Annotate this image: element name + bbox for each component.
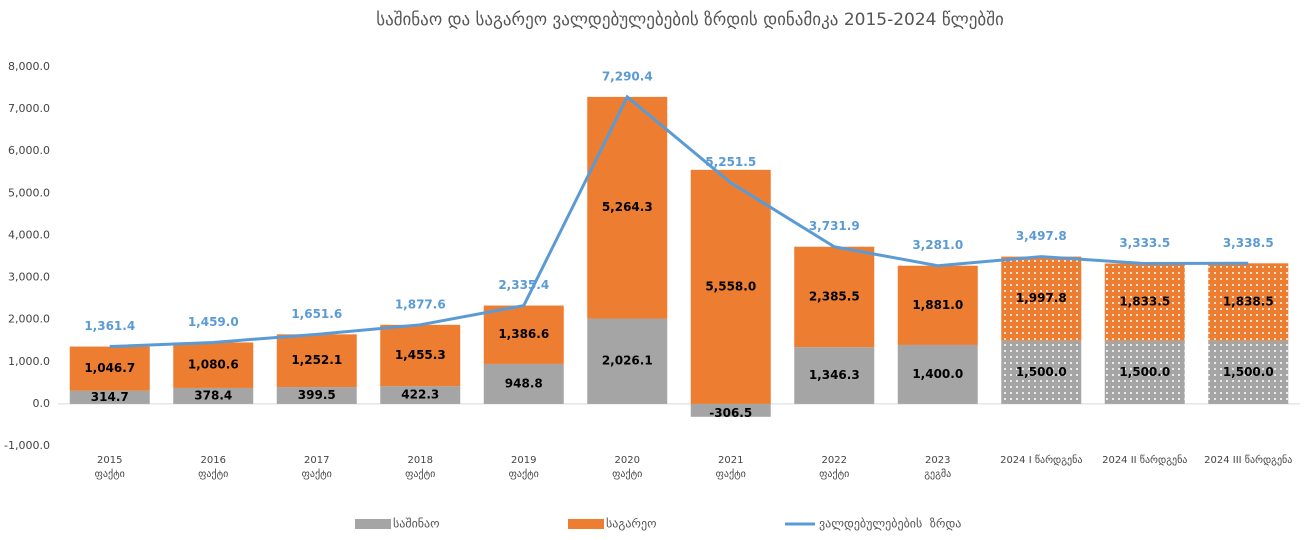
data-label: 399.5 xyxy=(298,388,336,402)
data-label: 3,497.8 xyxy=(1016,229,1067,243)
x-tick-label: ფაქტი xyxy=(819,468,849,480)
legend-swatch xyxy=(355,519,391,529)
bar xyxy=(897,265,978,345)
y-tick-label: 0.0 xyxy=(33,397,51,410)
data-label: 5,558.0 xyxy=(705,279,756,293)
data-label: 1,877.6 xyxy=(395,297,446,311)
legend-label: საშინაო xyxy=(393,517,440,531)
line xyxy=(109,94,1249,349)
data-label: 3,338.5 xyxy=(1223,236,1274,250)
chart-title: საშინაო და საგარეო ვალდებულებების ზრდის … xyxy=(376,10,1004,30)
data-label: 314.7 xyxy=(91,390,129,404)
data-label: 1,997.8 xyxy=(1016,291,1067,305)
x-tick-label: ფაქტი xyxy=(612,468,642,480)
bar xyxy=(794,347,875,404)
bar-pattern xyxy=(1208,340,1289,404)
legend-label: ვალდებულებების ზრდა xyxy=(819,517,961,531)
data-label: 1,455.3 xyxy=(395,348,446,362)
bar xyxy=(173,387,254,404)
x-tick-label: 2024 III წარდგენა xyxy=(1204,454,1292,466)
bar xyxy=(276,387,357,404)
y-tick-label: 8,000.0 xyxy=(8,60,50,73)
data-label: 1,833.5 xyxy=(1119,295,1170,309)
bar-pattern xyxy=(1104,263,1185,341)
data-label: 1,361.4 xyxy=(84,319,135,333)
legend-label: საგარეო xyxy=(606,517,657,531)
bar xyxy=(587,318,668,404)
bar-pattern xyxy=(1001,340,1082,404)
data-label: 5,251.5 xyxy=(705,155,756,169)
data-label: 1,500.0 xyxy=(1223,365,1274,379)
x-tick-label: 2017 xyxy=(304,455,329,466)
data-label: 5,264.3 xyxy=(602,200,653,214)
y-tick-label: 6,000.0 xyxy=(8,144,50,157)
bar xyxy=(483,305,564,364)
bar xyxy=(897,344,978,404)
data-label: 422.3 xyxy=(401,387,439,401)
y-tick-label: 4,000.0 xyxy=(8,228,50,241)
x-tick-label: 2021 xyxy=(718,455,743,466)
data-label: 3,731.9 xyxy=(809,219,860,233)
bar xyxy=(276,334,357,388)
bar xyxy=(587,96,668,319)
bar xyxy=(483,363,564,404)
bar xyxy=(690,403,771,417)
x-tick-label: გეგმა xyxy=(924,468,951,480)
data-label: 1,252.1 xyxy=(291,353,342,367)
data-label: 2,385.5 xyxy=(809,289,860,303)
x-tick-label: ფაქტი xyxy=(198,468,228,480)
data-label: 948.8 xyxy=(505,376,543,390)
y-tick-label: -1,000.0 xyxy=(4,439,50,452)
bar xyxy=(380,386,461,404)
x-tick-label: 2019 xyxy=(511,455,536,466)
x-tick-label: ფაქტი xyxy=(509,468,539,480)
data-label: 7,290.4 xyxy=(602,69,653,83)
x-tick-label: ფაქტი xyxy=(405,468,435,480)
legend-swatch xyxy=(568,519,604,529)
data-label: 1,838.5 xyxy=(1223,295,1274,309)
x-tick-label: 2020 xyxy=(615,455,640,466)
x-tick-label: 2018 xyxy=(408,455,433,466)
bar-pattern xyxy=(1104,340,1185,404)
data-label: 1,459.0 xyxy=(188,315,239,329)
x-tick-label: 2022 xyxy=(822,455,847,466)
bar xyxy=(69,390,150,404)
y-tick-label: 2,000.0 xyxy=(8,313,50,326)
bar-pattern xyxy=(1001,256,1082,341)
data-label: 3,333.5 xyxy=(1119,236,1170,250)
x-tick-label: 2015 xyxy=(97,455,122,466)
data-label: 3,281.0 xyxy=(912,238,963,252)
y-tick-label: 3,000.0 xyxy=(8,271,50,284)
bar xyxy=(69,346,150,391)
bar xyxy=(173,342,254,388)
data-label: 1,346.3 xyxy=(809,368,860,382)
data-label: 2,026.1 xyxy=(602,354,653,368)
data-label: 1,651.6 xyxy=(291,307,342,321)
bar xyxy=(794,246,875,348)
x-tick-label: 2024 I წარდგენა xyxy=(1000,454,1082,466)
x-tick-label: ფაქტი xyxy=(302,468,332,480)
bar xyxy=(380,324,461,387)
data-label: 1,500.0 xyxy=(1119,365,1170,379)
y-tick-label: 5,000.0 xyxy=(8,186,50,199)
data-label: 1,046.7 xyxy=(84,361,135,375)
y-tick-label: 7,000.0 xyxy=(8,102,50,115)
x-tick-label: 2024 II წარდგენა xyxy=(1102,454,1187,466)
data-label: 1,881.0 xyxy=(912,298,963,312)
bar xyxy=(690,169,771,404)
x-tick-label: 2016 xyxy=(201,455,226,466)
y-tick-label: 1,000.0 xyxy=(8,355,50,368)
data-label: 1,400.0 xyxy=(912,367,963,381)
bar-pattern xyxy=(1208,263,1289,341)
data-label: 1,386.6 xyxy=(498,327,549,341)
x-tick-label: 2023 xyxy=(925,455,950,466)
data-label: 2,335.4 xyxy=(498,278,549,292)
data-label: 1,080.6 xyxy=(188,358,239,372)
data-label: 1,500.0 xyxy=(1016,365,1067,379)
data-label: -306.5 xyxy=(709,406,752,420)
x-tick-label: ფაქტი xyxy=(716,468,746,480)
data-label: 378.4 xyxy=(194,388,232,402)
x-tick-label: ფაქტი xyxy=(95,468,125,480)
